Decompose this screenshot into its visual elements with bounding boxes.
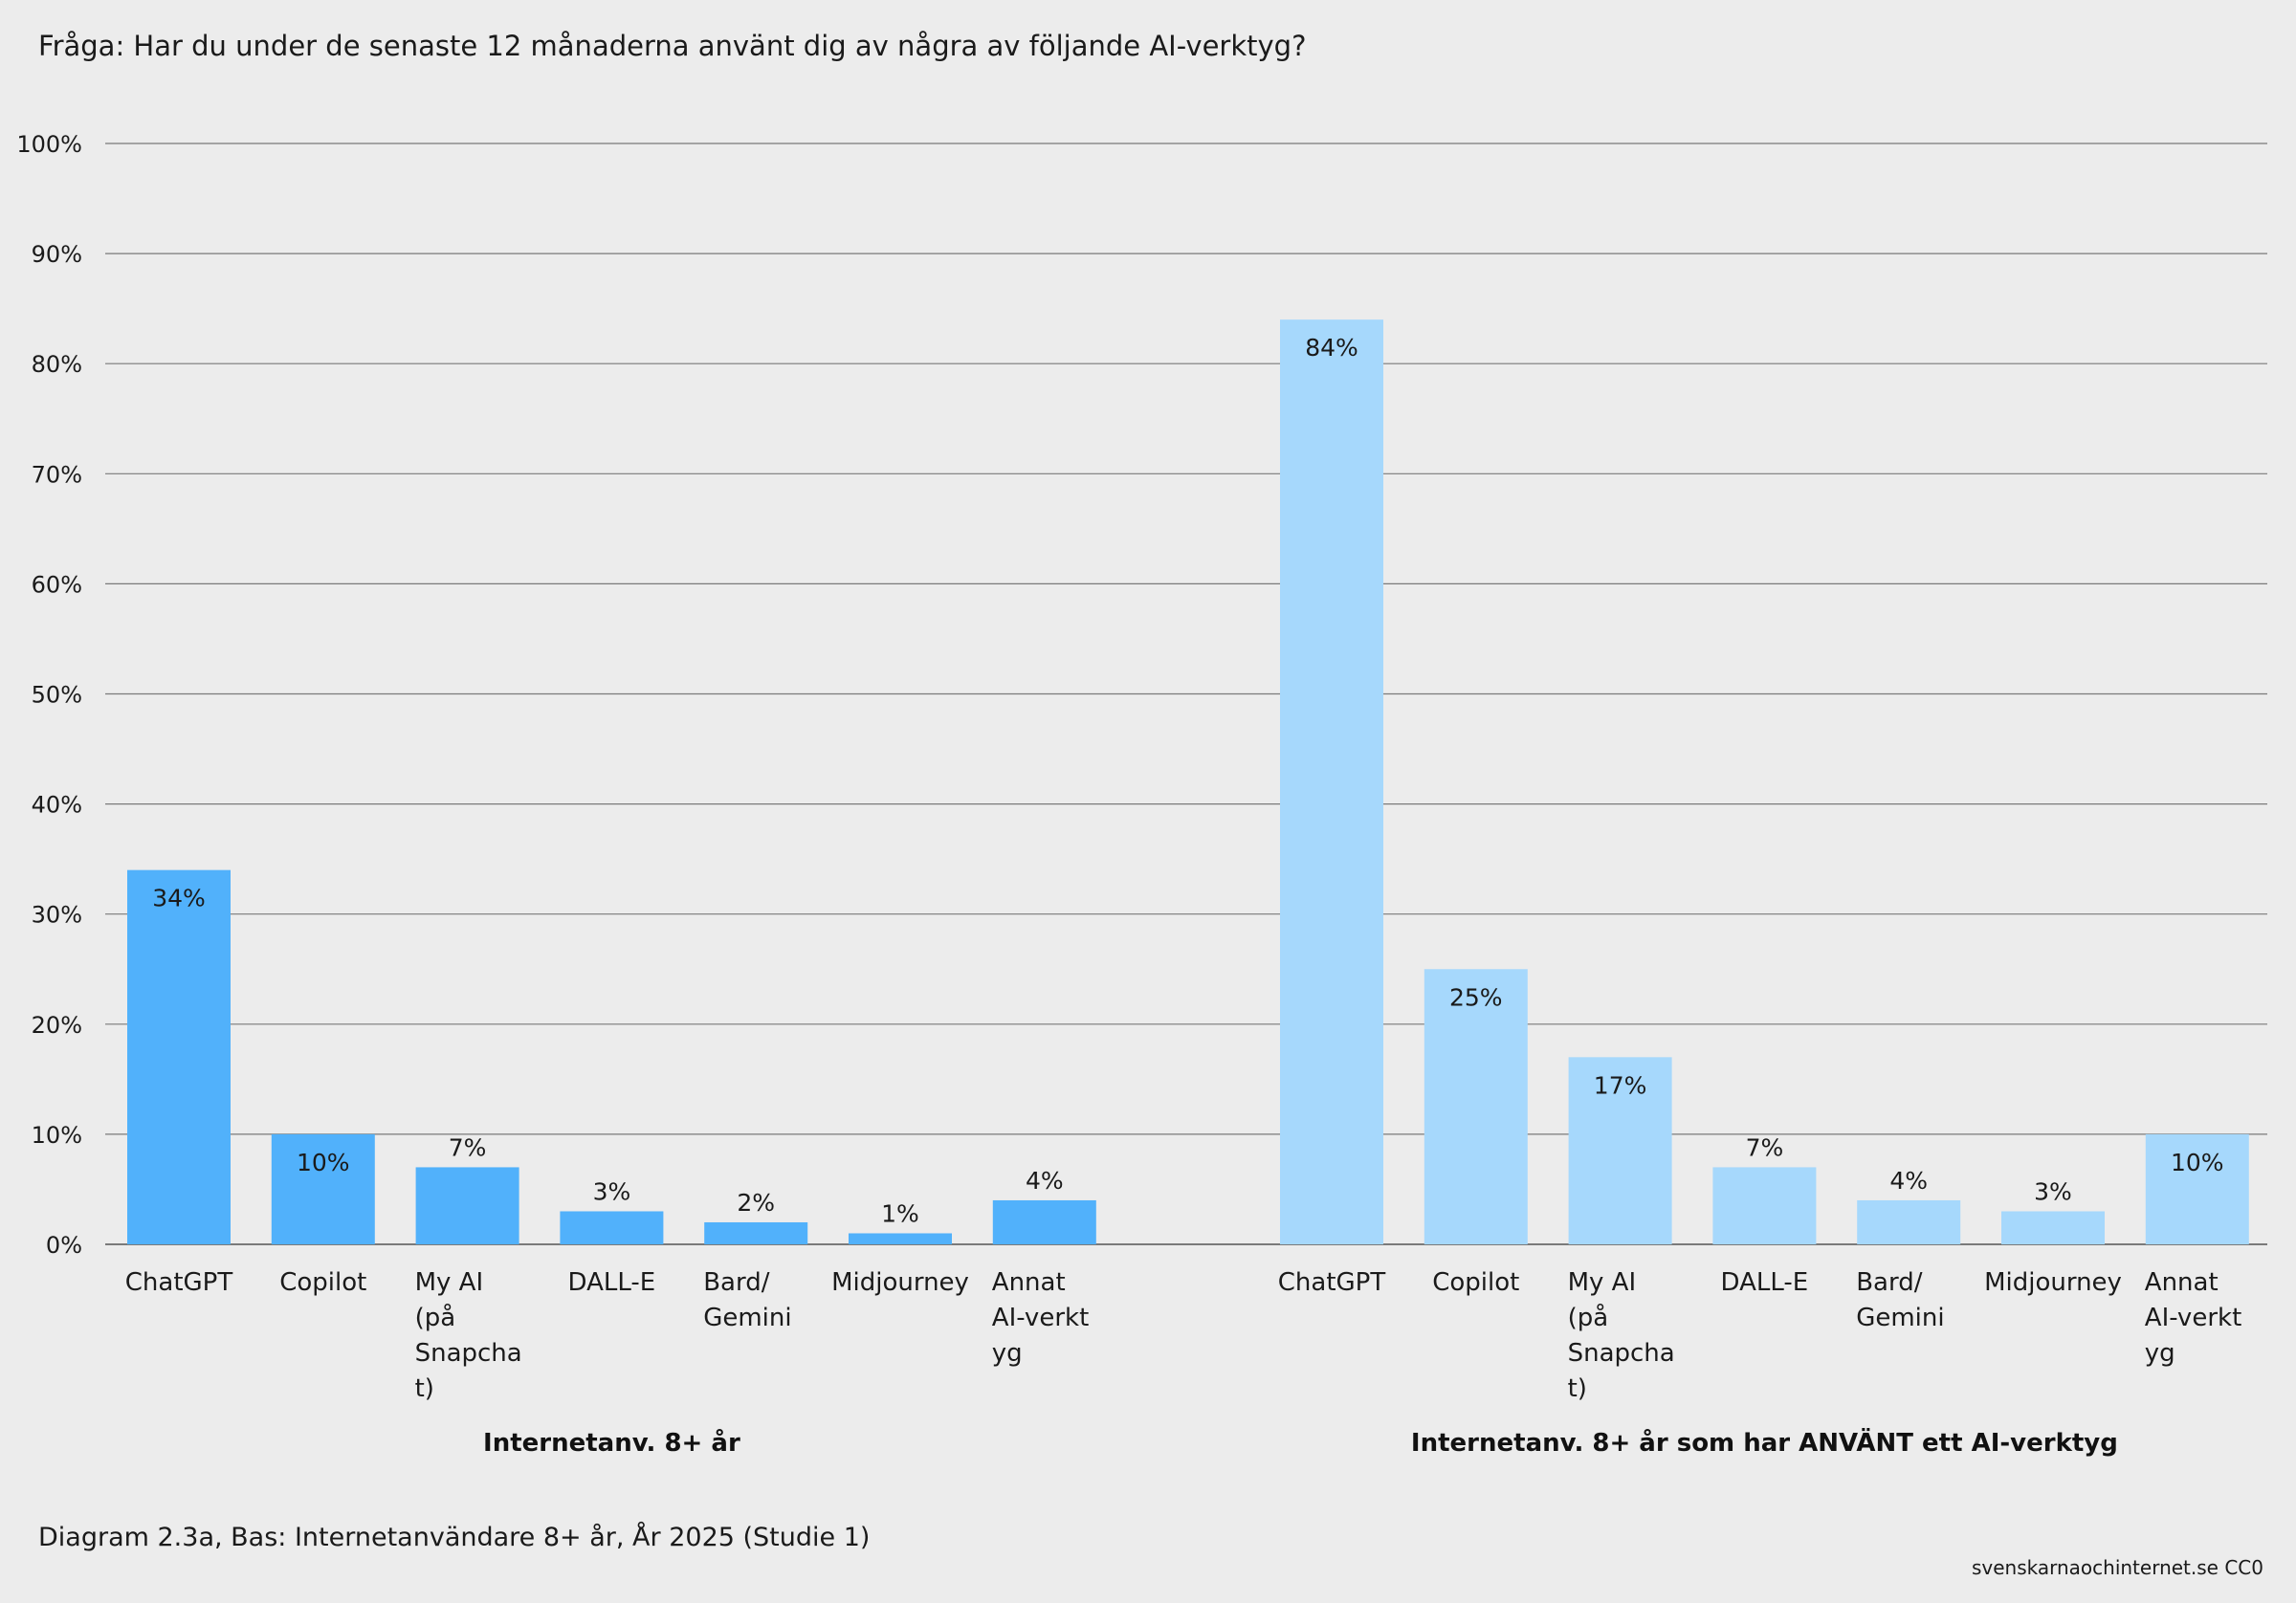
y-tick-label: 40% <box>32 792 82 819</box>
y-tick-label: 50% <box>32 682 82 709</box>
bar-value-label: 84% <box>1305 334 1358 362</box>
bar <box>1857 1199 1961 1244</box>
source-credit: svenskarnaochinternet.se CC0 <box>1972 1556 2263 1579</box>
bar-value-label: 3% <box>2034 1177 2072 1205</box>
bar-value-label: 34% <box>152 885 206 912</box>
category-label: DALL-E <box>1721 1268 1809 1297</box>
bar-value-label: 7% <box>1746 1133 1784 1161</box>
bar <box>1424 969 1528 1244</box>
bar-value-label: 7% <box>449 1133 487 1161</box>
y-tick-label: 80% <box>32 351 82 378</box>
category-label: Bard/Gemini <box>1856 1268 1944 1332</box>
y-tick-label: 0% <box>46 1232 82 1259</box>
bar-value-label: 3% <box>593 1177 631 1205</box>
bar <box>560 1211 664 1244</box>
category-label: ChatGPT <box>1278 1268 1386 1297</box>
y-tick-label: 10% <box>32 1122 82 1149</box>
group-label: Internetanv. 8+ år <box>483 1427 740 1458</box>
bar <box>415 1167 519 1244</box>
group-label: Internetanv. 8+ år som har ANVÄNT ett AI… <box>1411 1427 2118 1458</box>
bar-value-label: 1% <box>881 1199 919 1227</box>
bar-value-label: 25% <box>1449 983 1503 1011</box>
category-label: My AI (på Snapcha t) <box>1568 1268 1675 1403</box>
chart-title: Fråga: Har du under de senaste 12 månade… <box>38 30 1306 62</box>
footnote: Diagram 2.3a, Bas: Internetanvändare 8+ … <box>38 1522 870 1552</box>
bar <box>271 1133 375 1244</box>
y-tick-label: 30% <box>32 902 82 929</box>
y-tick-label: 60% <box>32 571 82 598</box>
bar-value-label: 10% <box>2171 1149 2224 1176</box>
bar <box>1712 1167 1817 1244</box>
bar-value-label: 10% <box>297 1149 350 1176</box>
category-label: My AI (på Snapcha t) <box>415 1268 522 1403</box>
bar <box>1280 319 1383 1244</box>
category-label: Annat AI-verkt yg <box>2145 1268 2241 1368</box>
category-label: Copilot <box>1432 1268 1519 1297</box>
bar <box>704 1221 808 1244</box>
bar <box>849 1233 952 1244</box>
y-tick-label: 70% <box>32 461 82 488</box>
group-labels: Internetanv. 8+ år Internetanv. 8+ år som… <box>483 1427 2118 1458</box>
y-tick-label: 20% <box>32 1012 82 1039</box>
bar <box>2001 1211 2105 1244</box>
category-labels: ChatGPT Copilot My AI (på Snapcha t) DALL-E Bar… <box>125 1268 2242 1403</box>
bars: 34% 10% 7% 3% 2% 1% 4% 84% 25% 17% 7% 4% 3% 10% <box>127 319 2249 1244</box>
bar <box>992 1199 1096 1244</box>
bar-value-label: 4% <box>1026 1167 1064 1195</box>
category-label: Midjourney <box>1984 1268 2122 1297</box>
y-tick-label: 100% <box>16 131 82 158</box>
category-label: Midjourney <box>831 1268 969 1297</box>
bar-value-label: 2% <box>737 1189 775 1217</box>
y-tick-label: 90% <box>32 241 82 268</box>
bar-value-label: 17% <box>1594 1071 1647 1099</box>
category-label: DALL-E <box>568 1268 656 1297</box>
bar <box>1568 1057 1672 1244</box>
y-axis-ticks: 0% 10% 20% 30% 40% 50% 60% 70% 80% 90% 100% <box>16 131 82 1259</box>
category-label: Bard/Gemini <box>703 1268 791 1332</box>
category-label: ChatGPT <box>125 1268 233 1297</box>
bar-value-label: 4% <box>1889 1167 1928 1195</box>
bar <box>2145 1133 2249 1244</box>
category-label: Copilot <box>279 1268 366 1297</box>
bar <box>127 869 231 1244</box>
gridlines <box>105 143 2267 1245</box>
category-label: Annat AI-verkt yg <box>992 1268 1089 1368</box>
